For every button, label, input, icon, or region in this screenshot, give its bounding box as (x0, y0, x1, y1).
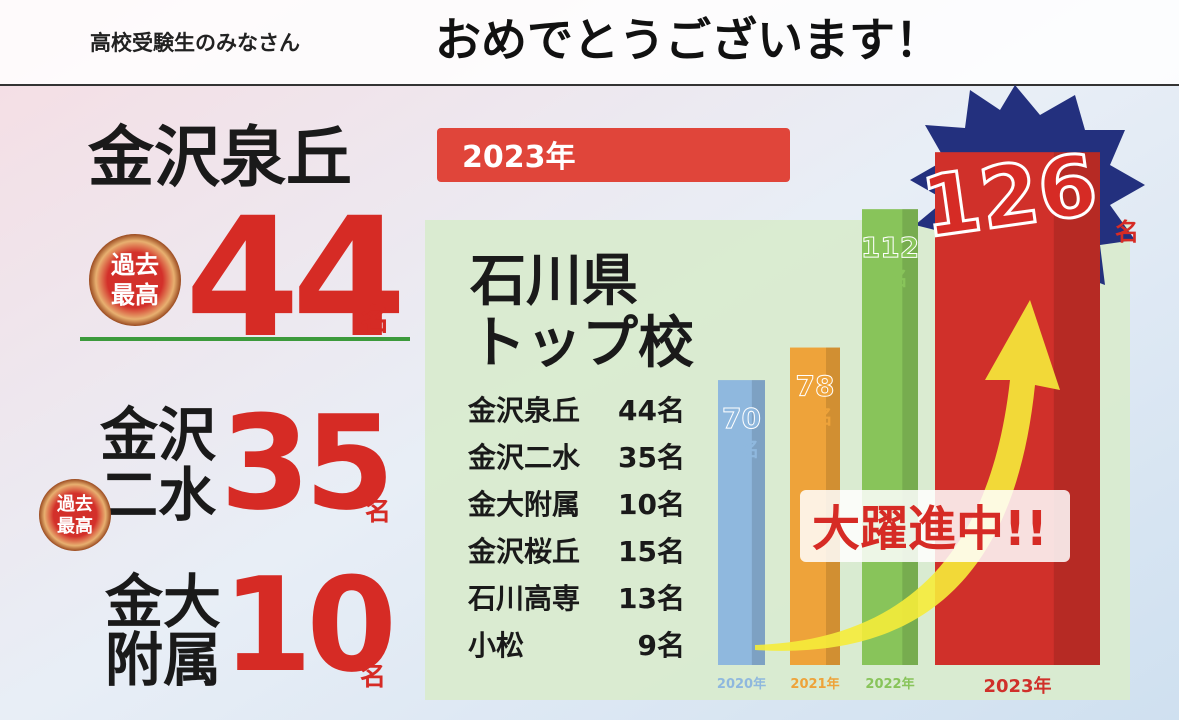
year-banner-text: 2023年 (462, 140, 576, 175)
year-label: 2020年 (717, 676, 766, 692)
unit: 名 (360, 661, 386, 692)
value-unit: 名 (813, 405, 833, 429)
value-unit: 名 (888, 266, 908, 290)
row-count: 13名 (618, 582, 685, 615)
school-name: 金大 (105, 568, 221, 636)
row-school: 小松 (468, 629, 524, 662)
value-unit: 名 (740, 437, 760, 461)
bar-side (751, 380, 765, 665)
year-label: 2023年 (983, 675, 1051, 697)
badge-text: 最高 (57, 515, 93, 537)
slogan-box (800, 490, 1070, 562)
panel-heading: トップ校 (470, 311, 694, 376)
big-number: 10 (222, 549, 391, 701)
year-label: 2022年 (865, 676, 914, 692)
school-name: 二水 (100, 461, 217, 529)
row-count: 9名 (638, 629, 685, 662)
big-number: 35 (220, 387, 389, 539)
big-number: 44 (185, 182, 400, 374)
header-band (0, 0, 1179, 84)
school-name: 金沢 (100, 401, 217, 469)
unit: 名 (360, 303, 390, 338)
value-label: 112 (861, 231, 919, 264)
header-lead: 高校受験生のみなさん (90, 31, 300, 55)
year-label: 2021年 (790, 676, 839, 692)
value-label: 70 (722, 402, 761, 435)
value-label: 78 (796, 370, 835, 403)
row-count: 35名 (618, 441, 685, 474)
panel-heading: 石川県 (470, 249, 638, 314)
value-label: 126 (916, 135, 1103, 256)
row-school: 金大附属 (467, 488, 580, 521)
row-school: 金沢桜丘 (467, 535, 580, 568)
row-count: 44名 (618, 394, 685, 427)
school-name: 附属 (105, 626, 221, 694)
slogan: 大躍進中!! (812, 501, 1048, 557)
row-school: 金沢泉丘 (467, 394, 580, 427)
badge-text: 最高 (111, 281, 159, 309)
arrow (755, 300, 1060, 651)
unit: 名 (365, 496, 391, 527)
bar (718, 380, 765, 665)
header-title: おめでとうございます！ (435, 13, 941, 67)
badge-text: 過去 (111, 251, 159, 279)
badge-text: 過去 (57, 493, 93, 515)
badge (89, 234, 181, 326)
badge (39, 479, 111, 551)
value-unit: 名 (1115, 218, 1139, 246)
year-banner (437, 128, 790, 182)
row-count: 15名 (618, 535, 685, 568)
bar-side (1053, 152, 1100, 665)
row-count: 10名 (618, 488, 685, 521)
bar (862, 209, 918, 665)
row-school: 石川高専 (467, 582, 580, 615)
row-school: 金沢二水 (467, 441, 581, 474)
school-name: 金沢泉丘 (87, 119, 352, 196)
